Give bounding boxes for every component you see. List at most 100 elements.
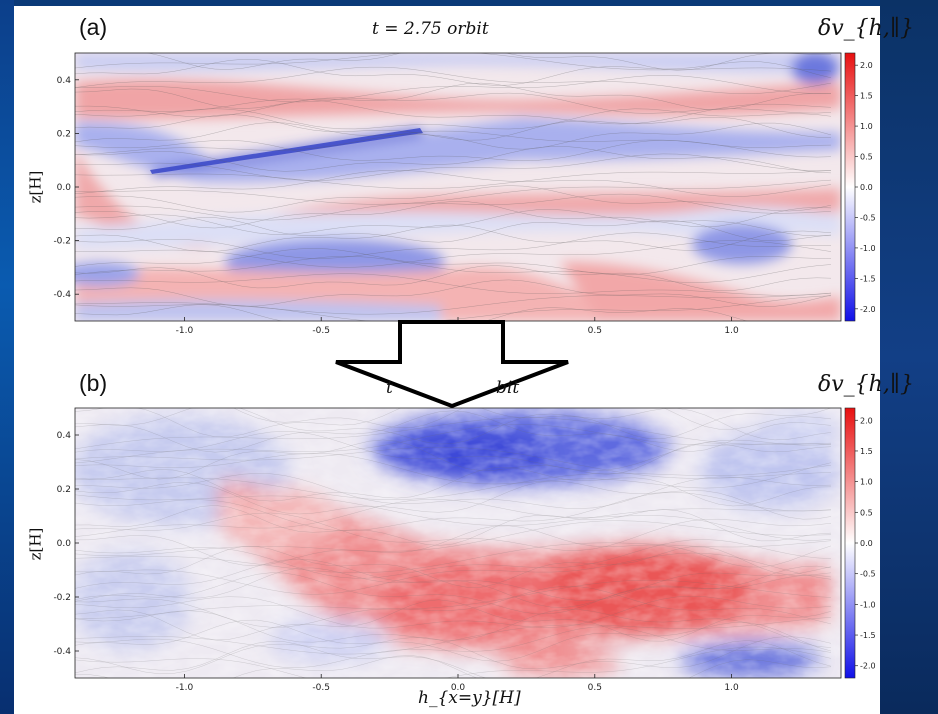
colorbar-tick-label: 2.0 <box>860 61 873 70</box>
streamline <box>75 512 832 551</box>
streamline <box>75 408 832 430</box>
streamline <box>75 140 832 161</box>
streamline <box>75 492 832 531</box>
streamline <box>75 304 748 321</box>
heatmap-b <box>75 408 841 678</box>
streamline <box>75 439 832 480</box>
colorbar-tick-label: -1.5 <box>860 274 876 283</box>
x-tick-label: -1.0 <box>176 683 194 693</box>
panel-b-xlabel: h_{x=y}[H] <box>418 688 521 708</box>
colorbar-tick-label: -1.0 <box>860 600 876 609</box>
streamline <box>75 408 832 445</box>
streamline <box>75 232 832 259</box>
colorbar-tick-label: 1.0 <box>860 478 873 487</box>
streamline <box>75 53 832 71</box>
panel-b-letter: (b) <box>79 370 108 396</box>
x-tick-label: 0.5 <box>588 326 602 336</box>
colorbar-tick-label: 2.0 <box>860 416 873 425</box>
streamline <box>75 53 832 72</box>
panel-a-ylabel: z[H] <box>26 170 45 204</box>
colorbar-tick-label: -1.5 <box>860 631 876 640</box>
streamline <box>75 640 832 678</box>
streamline <box>75 580 832 619</box>
streamline <box>75 209 832 237</box>
colorbar-tick-label: -2.0 <box>860 305 876 314</box>
y-tick-label: 0.0 <box>57 539 72 549</box>
streamline <box>75 626 832 668</box>
x-tick-label: 0.5 <box>588 683 602 693</box>
colorbar-a <box>844 52 856 322</box>
x-tick-label: -0.5 <box>312 683 330 693</box>
streamline <box>75 559 832 601</box>
down-arrow-icon <box>335 320 569 409</box>
streamline <box>75 540 832 573</box>
colorbar-tick-label: 0.5 <box>860 508 873 517</box>
streamline <box>75 108 832 130</box>
colorbar-tick-label: 0.0 <box>860 183 873 192</box>
colorbar-tick-label: -1.0 <box>860 244 876 253</box>
streamline <box>75 646 832 678</box>
streamline <box>75 453 832 489</box>
streamline <box>75 201 832 229</box>
streamline <box>75 609 832 648</box>
y-tick-label: -0.4 <box>53 290 71 300</box>
streamline <box>75 619 832 662</box>
streamline <box>75 82 832 110</box>
x-tick-label: 1.0 <box>724 683 739 693</box>
streamline <box>75 467 832 507</box>
streamline <box>75 505 832 546</box>
heatmap-a <box>75 53 841 321</box>
streamline <box>75 265 832 291</box>
streamline <box>75 473 832 509</box>
streamline <box>75 539 832 579</box>
colorbar-tick-label: -0.5 <box>860 570 876 579</box>
streamline <box>75 565 832 608</box>
streamline <box>75 480 832 520</box>
streamline <box>75 572 832 615</box>
panel-b-time-label: t <box>386 378 393 398</box>
streamline <box>75 447 832 479</box>
colorbar-tick-label: 0.0 <box>860 539 873 548</box>
streamline <box>75 170 832 197</box>
streamline <box>75 240 832 268</box>
streamline <box>75 408 832 439</box>
panel-a-colorbar-title: δv_{h,∥} <box>818 16 914 41</box>
background-strip-top <box>0 0 938 6</box>
colorbar-tick-label: 1.5 <box>860 447 873 456</box>
background-strip-right <box>880 0 938 714</box>
colorbar-tick-label: -0.5 <box>860 213 876 222</box>
streamline <box>75 193 832 221</box>
streamline <box>75 130 832 158</box>
colorbar-tick-label: -2.0 <box>860 662 876 671</box>
panel-b-ylabel: z[H] <box>26 527 45 561</box>
streamline <box>75 256 832 283</box>
streamline <box>75 98 832 125</box>
streamline <box>75 122 832 150</box>
streamline <box>75 465 832 500</box>
streamline <box>75 248 832 276</box>
streamline <box>75 655 832 678</box>
x-tick-label: -0.5 <box>312 326 330 336</box>
streamline <box>75 146 832 174</box>
streamline <box>75 552 832 595</box>
streamline <box>75 525 832 568</box>
colorbar-tick-label: 1.5 <box>860 92 873 101</box>
y-tick-label: 0.0 <box>57 183 72 193</box>
streamline <box>75 185 832 213</box>
streamline <box>75 114 832 141</box>
streamline <box>75 153 831 181</box>
colorbar-tick-label: 0.5 <box>860 153 873 162</box>
y-tick-label: 0.2 <box>57 129 71 139</box>
x-tick-label: -1.0 <box>176 326 194 336</box>
streamline <box>75 599 832 642</box>
streamline <box>75 546 832 588</box>
streamline <box>75 179 832 205</box>
y-tick-label: -0.2 <box>53 593 71 603</box>
streamline <box>75 273 832 296</box>
streamline <box>75 217 832 243</box>
streamline <box>75 494 832 526</box>
colorbar-tick-label: 1.0 <box>860 122 873 131</box>
background-strip-left <box>0 0 14 714</box>
streamline <box>75 92 832 118</box>
x-tick-label: 1.0 <box>724 326 739 336</box>
